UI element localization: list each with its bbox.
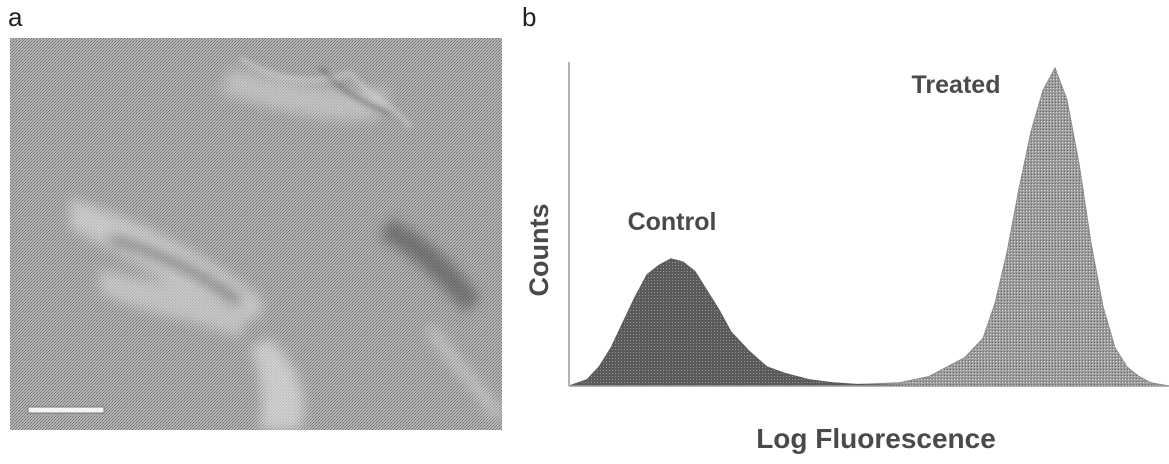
micrograph-image: [10, 38, 502, 430]
histogram-series-control: [568, 258, 930, 387]
x-axis-title: Log Fluorescence: [756, 423, 996, 454]
panel-label-a: a: [8, 2, 23, 32]
histogram-chart: Control Treated Counts Log Fluorescence: [524, 62, 1169, 454]
series-label-treated: Treated: [912, 71, 1001, 99]
y-axis-title: Counts: [524, 204, 554, 297]
series-label-control: Control: [628, 208, 717, 236]
plot-area: [568, 66, 1169, 387]
scale-bar: [27, 406, 105, 414]
histogram-series-treated: [808, 66, 1169, 387]
panel-label-b: b: [522, 2, 537, 32]
